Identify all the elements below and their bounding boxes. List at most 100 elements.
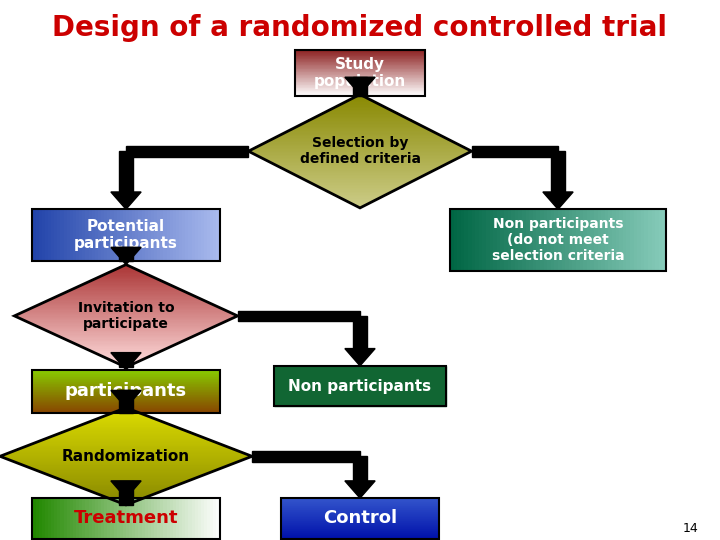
Bar — [90, 490, 162, 492]
Bar — [281, 521, 439, 523]
Bar — [70, 209, 73, 261]
Bar — [655, 209, 660, 271]
Bar — [76, 498, 80, 539]
Bar — [583, 209, 588, 271]
Text: Design of a randomized controlled trial: Design of a randomized controlled trial — [53, 14, 667, 42]
Bar — [295, 58, 425, 59]
Bar — [58, 295, 194, 297]
Bar — [89, 281, 163, 283]
Bar — [145, 209, 148, 261]
Bar — [320, 186, 400, 188]
Bar — [486, 209, 490, 271]
Bar — [278, 135, 442, 138]
Bar — [32, 387, 220, 389]
Bar — [283, 132, 437, 135]
Bar — [24, 446, 228, 448]
Bar — [157, 498, 161, 539]
Bar — [281, 529, 439, 530]
Bar — [281, 511, 439, 512]
Bar — [32, 372, 220, 373]
Bar — [32, 373, 220, 374]
Bar — [1, 456, 251, 458]
Bar — [529, 209, 534, 271]
Bar — [303, 123, 417, 125]
Bar — [194, 498, 199, 539]
Bar — [5, 454, 247, 456]
Bar — [77, 426, 175, 428]
Bar — [185, 498, 189, 539]
Bar — [129, 209, 133, 261]
Bar — [68, 481, 184, 484]
Bar — [353, 456, 367, 481]
Bar — [119, 353, 133, 367]
Bar — [173, 498, 176, 539]
Bar — [348, 100, 372, 102]
Bar — [102, 416, 150, 418]
Bar — [89, 349, 163, 351]
Bar — [468, 209, 472, 271]
Bar — [192, 498, 195, 539]
Bar — [641, 209, 645, 271]
Bar — [32, 394, 220, 395]
Bar — [353, 316, 367, 349]
Bar — [342, 103, 378, 105]
Bar — [11, 451, 241, 453]
Bar — [281, 134, 439, 136]
Bar — [314, 117, 406, 119]
Bar — [80, 285, 172, 287]
Bar — [295, 56, 425, 57]
Bar — [281, 518, 439, 519]
Bar — [60, 336, 192, 338]
Bar — [348, 200, 372, 203]
Bar — [572, 209, 577, 271]
Bar — [41, 302, 211, 305]
Bar — [623, 209, 627, 271]
Bar — [123, 209, 127, 261]
Bar — [353, 77, 367, 96]
Bar — [91, 209, 96, 261]
Bar — [207, 209, 211, 261]
Bar — [126, 498, 130, 539]
Bar — [185, 209, 189, 261]
Bar — [32, 412, 220, 413]
Bar — [32, 382, 220, 383]
Bar — [210, 498, 214, 539]
Bar — [295, 63, 425, 64]
Bar — [119, 247, 133, 261]
Bar — [69, 340, 183, 342]
Bar — [281, 522, 439, 523]
Bar — [274, 366, 446, 407]
Bar — [281, 502, 439, 503]
Bar — [135, 209, 139, 261]
Bar — [42, 471, 210, 474]
Bar — [194, 209, 199, 261]
Bar — [84, 487, 168, 490]
Bar — [281, 515, 439, 516]
Bar — [32, 380, 220, 381]
Bar — [32, 370, 220, 372]
Bar — [98, 209, 102, 261]
Bar — [81, 424, 171, 427]
Bar — [464, 209, 469, 271]
Bar — [32, 391, 220, 392]
Bar — [250, 151, 470, 153]
Bar — [71, 341, 181, 343]
Bar — [32, 389, 220, 391]
Bar — [89, 498, 92, 539]
Bar — [330, 192, 390, 194]
Bar — [45, 473, 207, 475]
Polygon shape — [345, 481, 375, 498]
Bar — [281, 510, 439, 511]
Bar — [49, 299, 203, 301]
Bar — [295, 82, 425, 83]
Bar — [295, 63, 425, 64]
Bar — [295, 91, 425, 93]
Bar — [20, 447, 232, 449]
Bar — [36, 441, 216, 443]
Bar — [281, 501, 439, 502]
Bar — [32, 381, 220, 382]
Bar — [295, 78, 425, 79]
Bar — [32, 385, 220, 387]
Bar — [359, 94, 361, 97]
Bar — [32, 395, 220, 396]
